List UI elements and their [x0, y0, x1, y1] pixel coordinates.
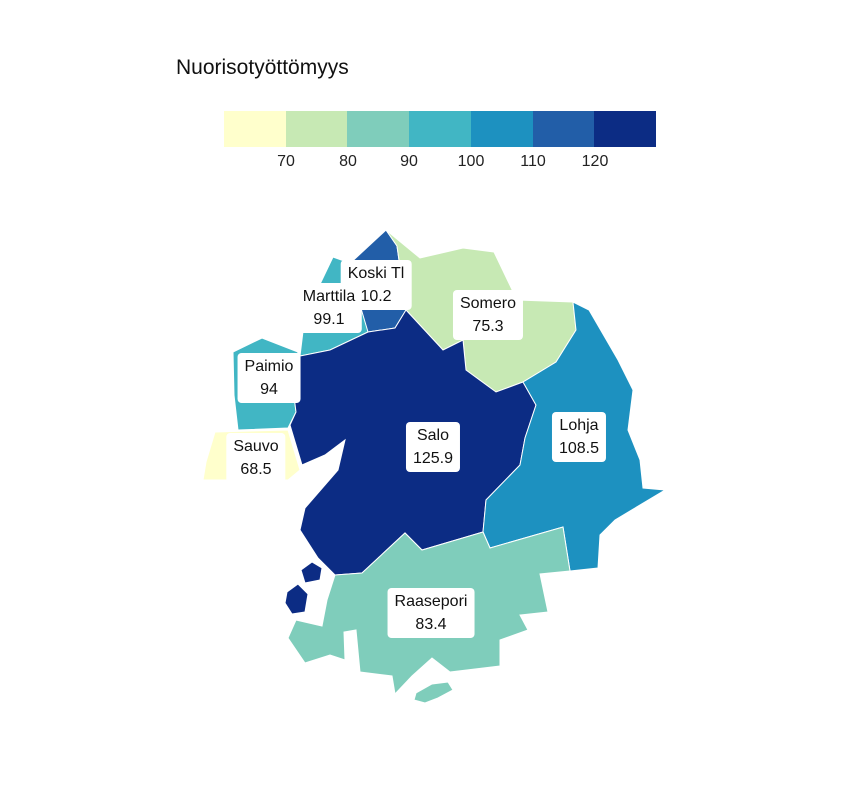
label-somero: Somero 75.3 — [452, 290, 524, 340]
region-raasepori-island — [413, 681, 454, 704]
legend-tick: 80 — [339, 153, 357, 170]
label-value: 108.5 — [558, 440, 600, 457]
legend-swatch-3 — [347, 111, 410, 147]
legend-tick: 120 — [581, 153, 609, 170]
legend-ticks: 70 80 90 100 110 120 — [0, 153, 864, 173]
label-value: 94 — [260, 381, 278, 398]
label-value: 83.4 — [415, 616, 447, 633]
color-legend — [224, 111, 657, 147]
label-value: 75.3 — [472, 318, 504, 335]
region-salo-island-2 — [284, 583, 309, 615]
legend-swatch-6 — [532, 111, 595, 147]
label-name: Koski Tl — [347, 265, 405, 282]
legend-swatch-4 — [409, 111, 471, 147]
label-value: 68.5 — [240, 461, 272, 478]
label-value: 125.9 — [412, 450, 454, 467]
legend-tick: 110 — [520, 153, 546, 170]
legend-swatch-2 — [285, 111, 348, 147]
label-name: Salo — [416, 427, 450, 444]
label-sauvo: Sauvo 68.5 — [226, 433, 286, 483]
legend-tick: 70 — [277, 153, 295, 170]
region-salo-island-1 — [300, 561, 323, 584]
label-name: Paimio — [244, 358, 294, 375]
label-value: 10.2 — [360, 288, 392, 305]
legend-swatch-1 — [224, 111, 286, 147]
label-salo: Salo 125.9 — [405, 422, 461, 472]
label-name: Marttila — [302, 288, 356, 305]
legend-swatch-5 — [470, 111, 533, 147]
legend-swatch-7 — [594, 111, 657, 147]
label-paimio: Paimio 94 — [237, 353, 301, 403]
legend-tick: 90 — [400, 153, 418, 170]
label-name: Somero — [459, 295, 517, 312]
label-raasepori: Raasepori 83.4 — [387, 588, 475, 638]
legend-tick: 100 — [457, 153, 485, 170]
label-lohja: Lohja 108.5 — [551, 412, 607, 462]
label-name: Lohja — [559, 417, 599, 434]
label-name: Raasepori — [394, 593, 468, 610]
label-marttila: Marttila 99.1 — [295, 283, 363, 333]
label-value: 99.1 — [313, 311, 345, 328]
label-name: Sauvo — [233, 438, 279, 455]
map-title: Nuorisotyöttömyys — [176, 56, 349, 79]
